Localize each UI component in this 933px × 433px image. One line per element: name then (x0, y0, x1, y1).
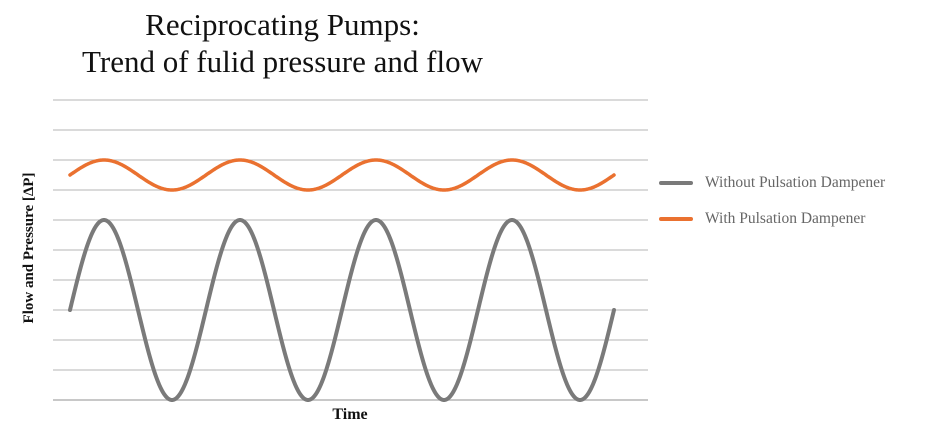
chart-title-line1: Reciprocating Pumps: (145, 7, 420, 42)
series-layer (68, 158, 616, 402)
chart-title-line2: Trend of fulid pressure and flow (82, 44, 483, 79)
x-axis-label: Time (332, 406, 367, 423)
legend-swatch-without (659, 181, 693, 185)
legend-label-with: With Pulsation Dampener (705, 210, 866, 227)
gridlines (53, 99, 648, 371)
series-line-without-dampener (68, 218, 616, 402)
legend-item-with-dampener: With Pulsation Dampener (659, 208, 865, 230)
legend-swatch-with (659, 217, 693, 221)
y-axis-label: Flow and Pressure [ΔP] (21, 173, 37, 324)
series-line-with-dampener (68, 158, 616, 192)
legend-item-without-dampener: Without Pulsation Dampener (659, 172, 885, 194)
legend-label-without: Without Pulsation Dampener (705, 174, 886, 191)
